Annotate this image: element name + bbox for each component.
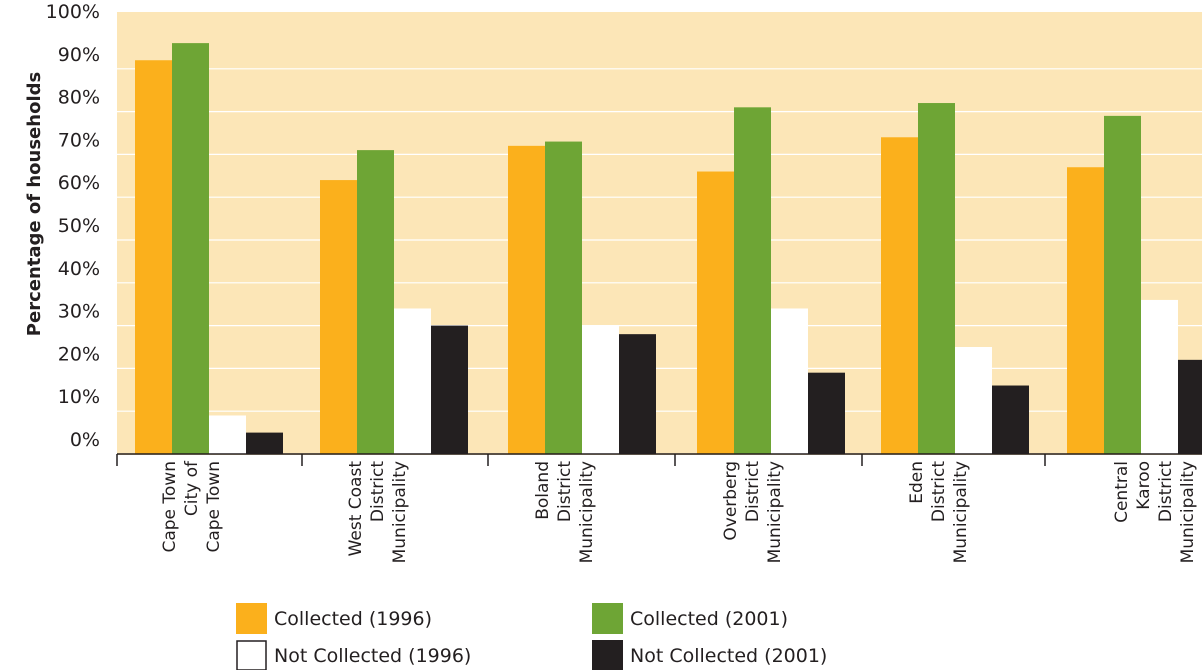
bars [135, 43, 1202, 455]
category-label-line: District [555, 461, 575, 522]
category-label-line: Municipality [390, 461, 410, 563]
y-tick-label: 50% [58, 215, 100, 237]
bar [1178, 359, 1202, 454]
category-label-line: West Coast [346, 461, 366, 557]
y-tick-label: 0% [70, 429, 100, 451]
bar [918, 103, 955, 454]
category-label-line: Overberg [721, 461, 741, 541]
legend-swatch [236, 603, 267, 634]
category-label-line: Municipality [577, 461, 597, 563]
category-label-line: District [743, 461, 763, 522]
y-tick-label: 60% [58, 172, 100, 194]
bar [955, 347, 992, 454]
category-label: Overberg District Municipality [721, 461, 785, 564]
category-label: Cape Town City of Cape Town [160, 460, 224, 553]
y-tick-label: 100% [46, 1, 100, 23]
legend-label: Not Collected (1996) [274, 645, 471, 667]
y-axis-ticks: 0% 10% 20% 30% 40% 50% 60% 70% 80% 90% 100% [46, 1, 100, 451]
legend-swatch [592, 603, 623, 634]
bar [1067, 167, 1104, 455]
bar [246, 432, 283, 454]
bar [771, 308, 808, 454]
legend-item: Collected (1996) [236, 603, 432, 634]
bar [320, 180, 357, 454]
legend: Collected (1996) Collected (2001) Not Coll… [236, 603, 827, 670]
y-axis-label: Percentage of households [24, 72, 45, 336]
bar [734, 107, 771, 454]
bar [881, 137, 918, 454]
bar [172, 43, 209, 455]
bar [697, 171, 734, 454]
category-label-line: Central [1112, 461, 1132, 523]
y-tick-label: 20% [58, 343, 100, 365]
bar [619, 334, 656, 454]
category-label: West Coast District Municipality [346, 461, 410, 564]
legend-item: Not Collected (1996) [236, 640, 471, 670]
bar [394, 308, 431, 454]
bar [1141, 299, 1178, 454]
y-tick-label: 30% [58, 301, 100, 323]
y-tick-label: 90% [58, 44, 100, 66]
bar [808, 372, 845, 454]
category-label: Eden District Municipality [907, 461, 971, 564]
bar [992, 385, 1029, 454]
y-tick-label: 80% [58, 87, 100, 109]
y-tick-label: 40% [58, 258, 100, 280]
category-label-line: Municipality [1178, 461, 1198, 563]
bar [135, 60, 172, 455]
category-label-line: District [1156, 461, 1176, 522]
category-label-line: City of [182, 460, 202, 516]
bar [209, 415, 246, 454]
category-label-line: Cape Town [204, 461, 224, 553]
plot-background [117, 12, 1202, 455]
bar [1104, 115, 1141, 454]
category-label-line: District [929, 461, 949, 522]
gridlines [117, 68, 1202, 412]
bar [582, 325, 619, 454]
category-label-line: District [368, 461, 388, 522]
legend-item: Collected (2001) [592, 603, 788, 634]
legend-swatch [236, 640, 267, 670]
legend-label: Not Collected (2001) [630, 645, 827, 667]
category-label-line: Karoo [1134, 461, 1154, 510]
legend-item: Not Collected (2001) [592, 640, 827, 670]
category-label-line: Eden [907, 461, 927, 504]
y-tick-label: 70% [58, 129, 100, 151]
bar [357, 150, 394, 454]
category-label: Central Karoo District Municipality [1112, 461, 1198, 564]
bar [508, 145, 545, 454]
legend-label: Collected (1996) [274, 608, 432, 630]
category-label-line: Boland [533, 461, 553, 520]
bar [431, 325, 468, 454]
category-label-line: Cape Town [160, 461, 180, 553]
category-label: Boland District Municipality [533, 461, 597, 564]
y-tick-label: 10% [58, 386, 100, 408]
legend-label: Collected (2001) [630, 608, 788, 630]
bar [545, 141, 582, 454]
legend-swatch [592, 640, 623, 670]
category-label-line: Municipality [765, 461, 785, 563]
category-label-line: Municipality [951, 461, 971, 563]
category-labels: Cape Town City of Cape Town West Coast Distr… [160, 460, 1198, 563]
x-axis [116, 453, 1202, 466]
